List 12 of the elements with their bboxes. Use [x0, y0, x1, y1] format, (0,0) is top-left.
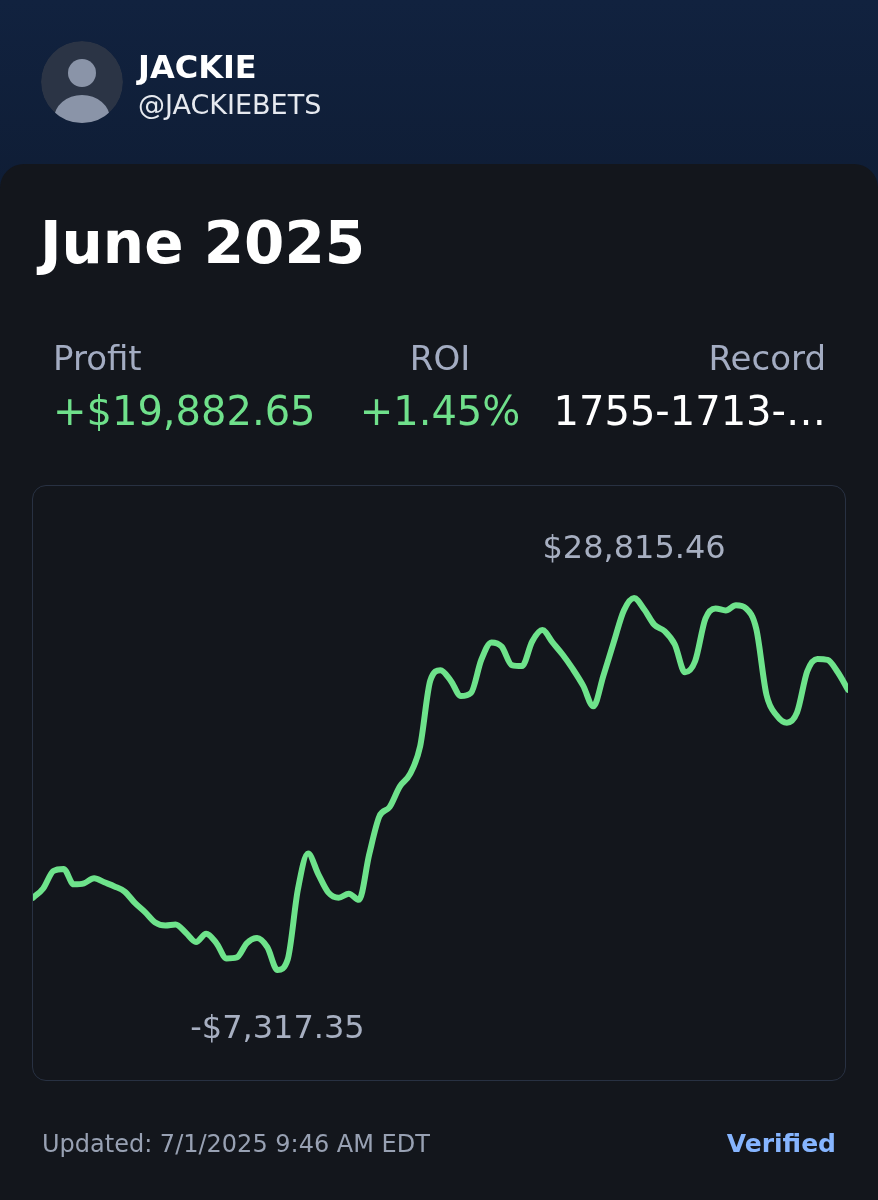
text: Updated: 7/1/2025 9:46 AM EDT [42, 1129, 430, 1158]
text: Profit [53, 338, 142, 379]
text: JACKIE [138, 47, 257, 86]
text: @JACKIEBETS [138, 89, 322, 121]
text: ROI [409, 338, 471, 379]
text: Record [708, 338, 826, 379]
text: Verified [726, 1128, 836, 1158]
text: +1.45% [359, 388, 521, 435]
text: +$19,882.65 [53, 388, 316, 435]
data-label: -$7,317.35 [190, 1008, 365, 1046]
text: 1755-1713-… [553, 388, 826, 435]
data-label: $28,815.46 [542, 528, 726, 566]
